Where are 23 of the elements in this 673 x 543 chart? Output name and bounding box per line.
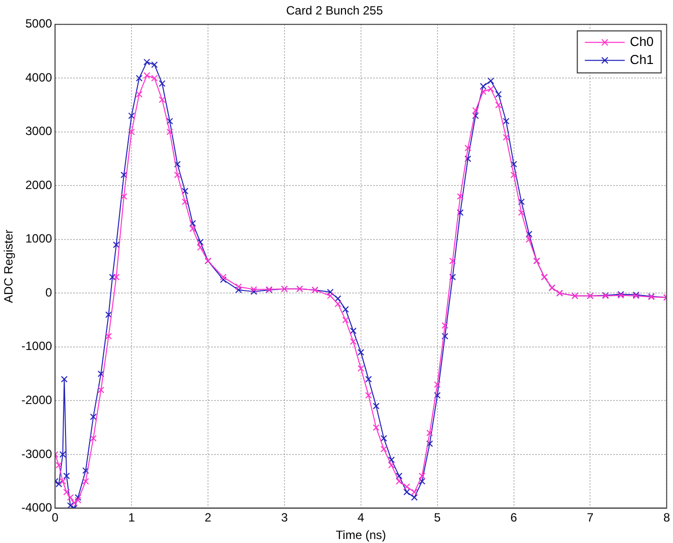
y-tick-label: -3000 [21, 446, 52, 461]
y-tick-label: 4000 [25, 70, 52, 84]
legend-label: Ch0 [630, 34, 654, 49]
y-tick-label: 3000 [25, 124, 52, 138]
y-tick-label: 0 [45, 285, 52, 300]
x-axis-title: Time (ns) [336, 528, 386, 542]
y-tick-label: 1000 [25, 232, 52, 246]
y-tick-label: -1000 [21, 339, 52, 354]
y-tick-label: 5000 [25, 16, 52, 31]
x-tick-label: 4 [358, 510, 365, 525]
y-tick-label: -2000 [21, 393, 52, 407]
x-tick-label: 2 [204, 510, 212, 525]
x-tick-label: 3 [281, 510, 288, 525]
y-tick-label: -4000 [21, 500, 52, 515]
y-tick-label: 2000 [25, 178, 52, 192]
chart-title: Card 2 Bunch 255 [286, 4, 384, 18]
x-tick-label: 5 [434, 510, 441, 525]
legend-label: Ch1 [630, 52, 654, 67]
x-tick-label: 6 [510, 510, 518, 525]
y-axis-title: ADC Register [2, 230, 16, 303]
x-tick-label: 8 [663, 510, 670, 525]
x-tick-label: 7 [586, 510, 594, 525]
x-tick-label: 1 [128, 510, 136, 525]
